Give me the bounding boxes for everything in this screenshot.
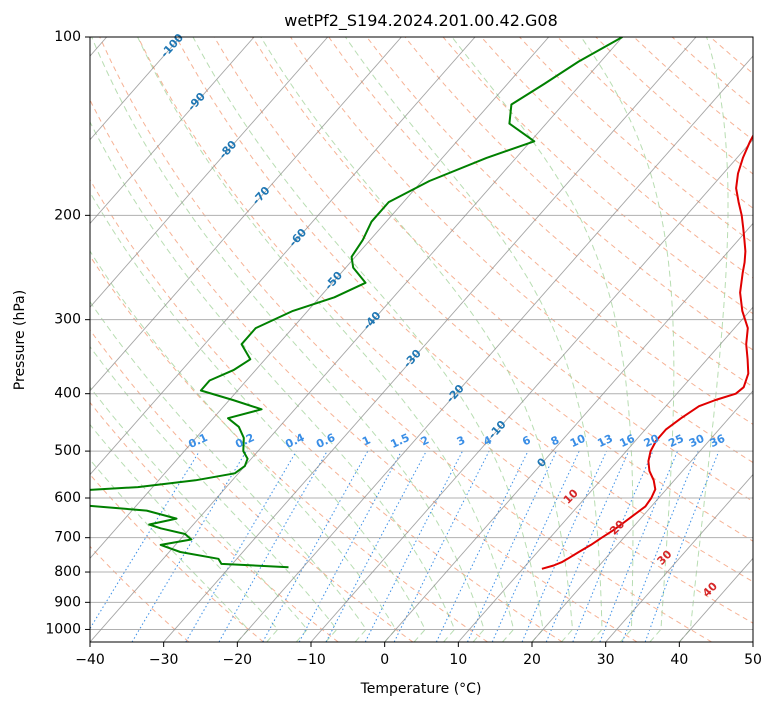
isotherm-gridline [90,37,181,141]
mixing-ratio-line [298,450,402,642]
moist-adiabat [90,386,308,642]
chart-title: wetPf2_S194.2024.201.00.42.G08 [284,11,558,31]
moist-adiabat [90,423,279,642]
y-tick-label: 100 [54,29,81,45]
x-axis-title: Temperature (°C) [360,681,482,697]
dry-adiabat [90,178,563,642]
y-tick-label: 600 [54,490,81,506]
mixing-ratio-label: 13 [595,432,614,450]
mixing-ratio-line [218,450,328,642]
x-tick-label: 20 [523,652,541,668]
moist-adiabat [91,37,485,642]
mixing-ratio-line [599,450,679,642]
moist-adiabat [90,120,456,642]
isotherm-gridline [384,222,753,642]
mixing-ratio-line [364,450,463,642]
isotherm-gridline [236,55,753,642]
x-tick-label: 0 [380,652,389,668]
mixing-ratio-line [572,450,654,642]
axes: −40 −30 −20 −10 0 10 20 30 40 50 100 200 300 400 500 60… [45,29,762,668]
mixing-ratio-label: 36 [708,432,728,450]
isotherm-gridline [531,390,753,642]
moist-adiabat [90,458,250,642]
mixing-ratio-line [262,450,369,642]
isotherm-gridline [163,37,697,642]
x-tick-label: −30 [149,652,179,668]
mixing-ratio-label: 20 [642,432,662,450]
moist-adiabat [260,37,574,642]
isotherm-gridline [90,37,402,392]
isotherm-gridline [605,473,753,642]
x-tick-label: −20 [223,652,253,668]
y-tick-label: 800 [54,564,81,580]
dry-adiabat [90,255,488,642]
dry-adiabat [90,401,339,642]
dry-adiabat [442,37,753,315]
dry-adiabat [404,37,753,351]
isotherm-gridline [90,37,329,308]
plot-area [90,37,753,642]
isotherm-gridline [90,37,476,476]
isotherm-gridline [90,37,255,225]
y-tick-label: 300 [54,312,81,328]
mixing-ratio-line [644,450,720,642]
mixing-ratio-line [545,450,630,642]
moist-adiabat [580,37,675,642]
plot-frame [89,36,754,643]
x-tick-label: 10 [449,652,467,668]
moist-adiabat [678,37,729,642]
moist-adiabat [451,37,634,642]
sounding-series [90,37,753,570]
dry-adiabat [90,473,264,642]
isotherm-gridline [90,37,550,559]
x-tick-label: −40 [75,652,105,668]
moist-adiabat [90,345,338,642]
isotherm-gridline [457,306,753,642]
moist-adiabat [192,37,544,642]
temperature-line [541,133,753,570]
x-tick-label: 40 [670,652,688,668]
x-tick-label: −10 [296,652,326,668]
dry-adiabat [99,37,712,642]
mixing-ratio-label: 16 [618,432,638,450]
x-tick-label: 50 [744,652,762,668]
y-tick-label: 400 [54,386,81,402]
y-tick-label: 1000 [45,621,81,637]
dry-adiabat [328,37,753,425]
y-tick-label: 200 [54,207,81,223]
moist-adiabat [90,250,397,642]
moist-adiabat [90,191,426,642]
mixing-ratio-line [393,450,490,642]
x-tick-label: 30 [597,652,615,668]
mixing-ratio-label: 10 [568,432,588,450]
isotherm-gridline [310,139,753,642]
dewpoint-line [90,37,623,569]
mixing-ratio-line [90,450,200,630]
y-tick-label: 700 [54,530,81,546]
moist-adiabat [137,37,515,642]
mixing-ratio-label: 30 [687,432,707,450]
dry-adiabat [137,37,753,624]
y-tick-label: 500 [54,443,81,459]
background-lines [90,37,753,642]
mixing-ratio-label: 25 [666,432,685,450]
y-axis-title: Pressure (hPa) [12,290,28,390]
mixing-ratio-line [621,450,699,642]
y-tick-label: 900 [54,594,81,610]
moist-adiabat [344,37,603,642]
dry-adiabat [175,37,753,583]
